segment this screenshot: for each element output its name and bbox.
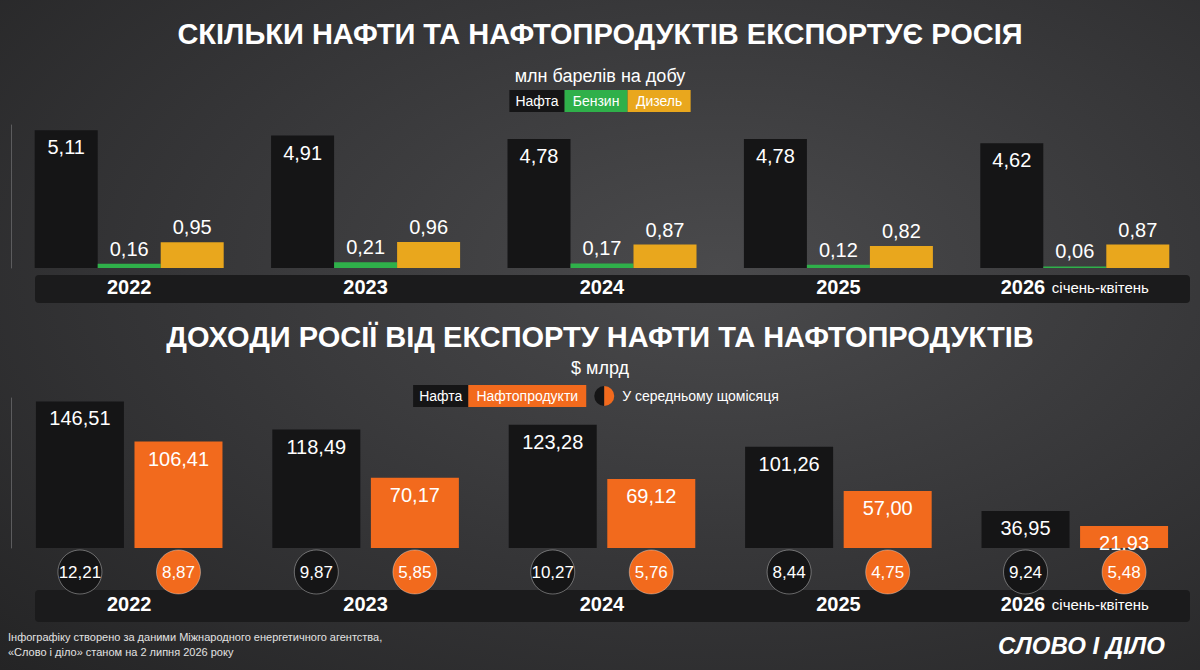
- svg-text:5,76: 5,76: [635, 563, 668, 582]
- svg-text:2022: 2022: [107, 593, 152, 615]
- svg-text:4,62: 4,62: [992, 149, 1031, 171]
- svg-text:0,87: 0,87: [1118, 219, 1157, 241]
- svg-text:21,93: 21,93: [1099, 532, 1150, 555]
- svg-text:9,87: 9,87: [300, 563, 333, 582]
- svg-text:0,06: 0,06: [1055, 240, 1094, 262]
- svg-text:12,21: 12,21: [59, 563, 102, 582]
- svg-text:4,91: 4,91: [283, 142, 322, 164]
- svg-text:Нафта: Нафта: [515, 93, 558, 109]
- svg-text:2023: 2023: [343, 593, 388, 615]
- svg-text:0,12: 0,12: [819, 239, 858, 261]
- svg-text:Дизель: Дизель: [636, 93, 682, 109]
- svg-text:Бензин: Бензин: [573, 93, 620, 109]
- svg-text:70,17: 70,17: [390, 484, 440, 506]
- svg-text:57,00: 57,00: [863, 497, 913, 519]
- svg-text:5,48: 5,48: [1108, 563, 1141, 582]
- svg-text:8,87: 8,87: [162, 563, 195, 582]
- svg-text:млн барелів на добу: млн барелів на добу: [515, 66, 686, 86]
- svg-text:36,95: 36,95: [1000, 517, 1050, 539]
- svg-text:$ млрд: $ млрд: [571, 358, 629, 378]
- svg-text:Інфографіку створено за даними: Інфографіку створено за даними Міжнародн…: [8, 631, 382, 643]
- svg-text:0,21: 0,21: [346, 236, 385, 258]
- svg-text:2024: 2024: [580, 593, 625, 615]
- svg-text:Нафтопродукти: Нафтопродукти: [476, 388, 578, 404]
- svg-text:січень-квітень: січень-квітень: [1052, 596, 1149, 613]
- svg-text:4,78: 4,78: [756, 145, 795, 167]
- svg-text:0,87: 0,87: [646, 219, 685, 241]
- svg-text:9,24: 9,24: [1009, 563, 1042, 582]
- svg-text:2026: 2026: [1001, 276, 1046, 298]
- svg-text:101,26: 101,26: [759, 453, 820, 475]
- svg-text:2025: 2025: [816, 276, 861, 298]
- svg-text:123,28: 123,28: [522, 431, 583, 453]
- svg-text:4,75: 4,75: [871, 563, 904, 582]
- svg-text:2025: 2025: [816, 593, 861, 615]
- svg-text:0,16: 0,16: [110, 238, 149, 260]
- svg-text:У середньому щомісяця: У середньому щомісяця: [622, 388, 779, 404]
- svg-text:5,85: 5,85: [398, 563, 431, 582]
- svg-text:0,96: 0,96: [409, 216, 448, 238]
- svg-text:2024: 2024: [580, 276, 625, 298]
- svg-text:0,95: 0,95: [173, 216, 212, 238]
- svg-text:Нафта: Нафта: [419, 388, 462, 404]
- svg-text:106,41: 106,41: [148, 448, 209, 470]
- svg-text:0,17: 0,17: [583, 237, 622, 259]
- svg-text:146,51: 146,51: [49, 407, 110, 429]
- svg-text:2023: 2023: [343, 276, 388, 298]
- svg-text:0,82: 0,82: [882, 220, 921, 242]
- svg-text:4,78: 4,78: [520, 145, 559, 167]
- svg-text:січень-квітень: січень-квітень: [1052, 279, 1149, 296]
- svg-text:2026: 2026: [1001, 593, 1046, 615]
- svg-text:5,11: 5,11: [47, 136, 84, 158]
- svg-text:СЛОВО І ДІЛО: СЛОВО І ДІЛО: [998, 632, 1165, 659]
- svg-text:8,44: 8,44: [773, 563, 806, 582]
- svg-text:2022: 2022: [107, 276, 152, 298]
- svg-text:ДОХОДИ РОСІЇ ВІД ЕКСПОРТУ НАФТ: ДОХОДИ РОСІЇ ВІД ЕКСПОРТУ НАФТИ ТА НАФТО…: [166, 321, 1033, 353]
- svg-text:СКІЛЬКИ НАФТИ ТА НАФТОПРОДУКТІ: СКІЛЬКИ НАФТИ ТА НАФТОПРОДУКТІВ ЕКСПОРТУ…: [177, 18, 1022, 50]
- svg-text:«Слово і діло» станом на 2 лип: «Слово і діло» станом на 2 липня 2026 ро…: [8, 646, 234, 658]
- svg-text:10,27: 10,27: [531, 563, 574, 582]
- svg-text:118,49: 118,49: [286, 436, 346, 458]
- svg-text:69,12: 69,12: [626, 485, 676, 507]
